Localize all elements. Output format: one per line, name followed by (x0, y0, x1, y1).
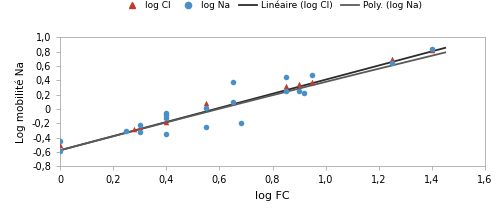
Point (136, 130, 143, 134)
Point (282, 75, 290, 78)
Point (282, 84, 290, 88)
Point (136, 123, 143, 126)
Point (56, 143, 64, 147)
X-axis label: log FC: log FC (255, 191, 290, 201)
Point (282, 89, 290, 93)
Point (56, 140, 64, 143)
Point (388, 61, 396, 64)
Point (162, 120, 170, 124)
Point (428, 49, 436, 52)
Point (308, 80, 316, 84)
Point (282, 87, 290, 91)
Point (236, 122, 244, 125)
Point (162, 113, 170, 116)
Point (162, 132, 170, 136)
Point (162, 116, 170, 119)
Point (136, 125, 143, 129)
Point (122, 129, 130, 132)
Point (130, 128, 138, 131)
Point (228, 100, 236, 104)
Point (202, 102, 210, 105)
Point (428, 47, 436, 51)
Point (202, 125, 210, 129)
Point (228, 80, 236, 84)
Point (56, 149, 64, 152)
Point (300, 92, 308, 95)
Legend: log Cl, log Na, Linéaire (log Cl), Poly. (log Na): log Cl, log Na, Linéaire (log Cl), Poly.… (123, 1, 422, 10)
Point (228, 100, 236, 104)
Point (295, 82, 303, 86)
Point (388, 57, 396, 61)
Point (202, 106, 210, 109)
Point (162, 111, 170, 114)
Y-axis label: Log mobilité Na: Log mobilité Na (16, 61, 26, 143)
Point (308, 73, 316, 76)
Point (295, 89, 303, 93)
